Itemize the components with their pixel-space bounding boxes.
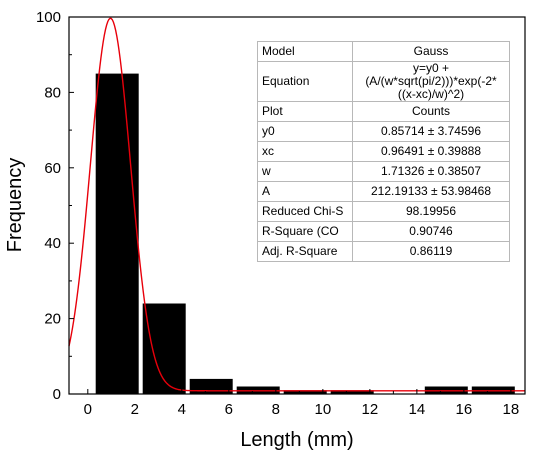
y-tick-label: 80 [44,84,61,101]
fit-value-equation: y=y0 + (A/(w*sqrt(pi/2)))*exp(-2*((x-xc)… [352,61,510,102]
x-axis-ticks: 0 2 4 6 8 10 12 14 16 18 [84,389,520,418]
table-row: Adj. R-Square 0.86119 [257,241,510,262]
x-axis-title: Length (mm) [240,429,353,451]
y-tick-label: 40 [44,235,61,252]
fit-results-table: Model Gauss Equation y=y0 + (A/(w*sqrt(p… [257,41,510,262]
x-tick-label: 16 [456,401,473,418]
gaussian-fit-curve [68,17,525,392]
table-row: y0 0.85714 ± 3.74596 [257,121,510,142]
fit-key-a: A [257,181,353,202]
x-tick-label: 12 [362,401,379,418]
fit-value-a: 212.19133 ± 53.98468 [352,181,510,202]
y-tick-label: 100 [36,9,61,26]
table-row: A 212.19133 ± 53.98468 [257,181,510,202]
fit-key-y0: y0 [257,121,353,142]
histogram-bar-4 [283,390,327,394]
table-row: w 1.71326 ± 0.38507 [257,161,510,182]
fit-value-y0: 0.85714 ± 3.74596 [352,121,510,142]
histogram-bar-0 [95,73,139,394]
histogram-bar-2 [189,378,233,394]
fit-key-w: w [257,161,353,182]
x-tick-label: 6 [225,401,233,418]
table-row: Plot Counts [257,101,510,122]
fit-value-model: Gauss [352,41,510,62]
table-row: Equation y=y0 + (A/(w*sqrt(pi/2)))*exp(-… [257,61,510,102]
fit-key-xc: xc [257,141,353,162]
fit-value-r-square: 0.90746 [352,221,510,242]
table-row: Reduced Chi-S 98.19956 [257,201,510,222]
bars-layer [95,73,515,394]
fit-key-reduced-chi-sq: Reduced Chi-S [257,201,353,222]
fit-value-reduced-chi-sq: 98.19956 [352,201,510,222]
fit-key-model: Model [257,41,353,62]
y-tick-label: 0 [53,386,61,403]
fit-value-plot: Counts [352,101,510,122]
y-tick-label: 20 [44,311,61,328]
fit-key-r-square: R-Square (CO [257,221,353,242]
y-tick-label: 60 [44,160,61,177]
histogram-bar-1 [142,303,186,394]
table-row: Model Gauss [257,41,510,62]
x-tick-label: 0 [84,401,92,418]
fit-value-xc: 0.96491 ± 0.39888 [352,141,510,162]
fit-key-plot: Plot [257,101,353,122]
x-tick-label: 8 [272,401,280,418]
histogram-bar-5 [330,390,374,394]
x-tick-label: 2 [131,401,139,418]
x-tick-label: 10 [315,401,332,418]
fit-key-equation: Equation [257,61,353,102]
x-tick-label: 14 [409,401,426,418]
fit-value-adj-r-square: 0.86119 [352,241,510,262]
x-tick-label: 4 [178,401,186,418]
fit-value-w: 1.71326 ± 0.38507 [352,161,510,182]
fit-key-adj-r-square: Adj. R-Square [257,241,353,262]
table-row: R-Square (CO 0.90746 [257,221,510,242]
y-axis-ticks: 0 20 40 60 80 100 [36,9,74,403]
x-tick-label: 18 [503,401,520,418]
y-axis-title: Frequency [4,158,26,253]
table-row: xc 0.96491 ± 0.39888 [257,141,510,162]
